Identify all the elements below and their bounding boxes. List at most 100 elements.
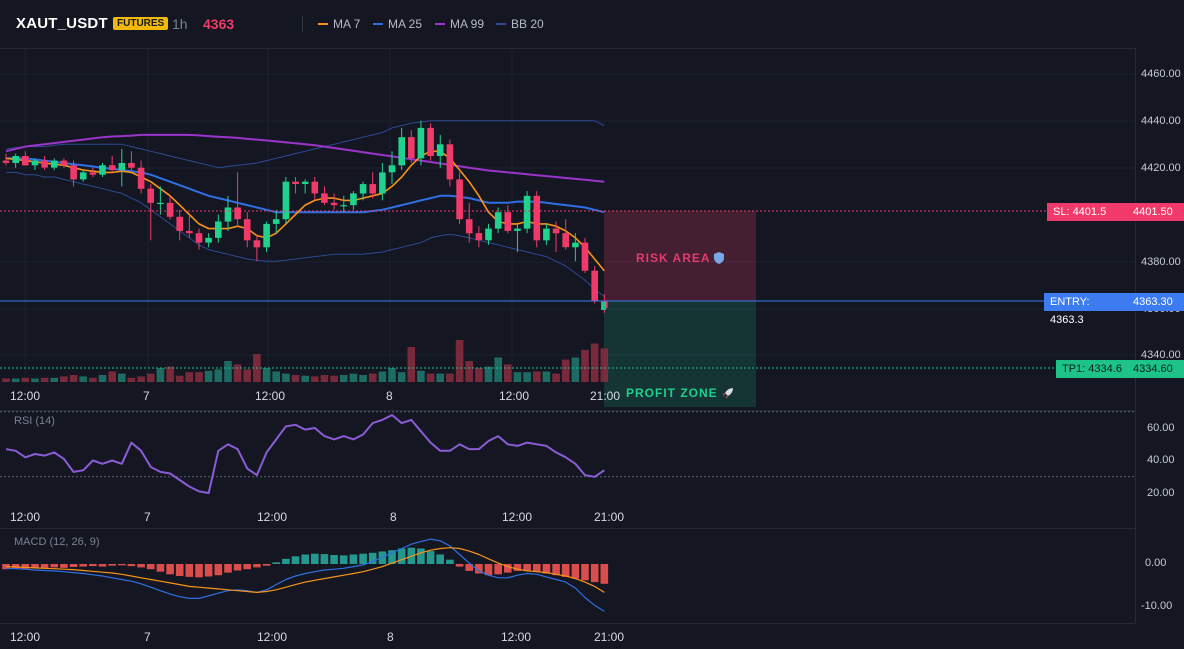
macd-histogram-bar (185, 564, 194, 577)
macd-title[interactable]: MACD (12, 26, 9) (14, 536, 100, 548)
volume-bar (137, 376, 145, 382)
legend-ma99[interactable]: MA 99 (435, 17, 484, 31)
macd-xtick-0: 12:00 (10, 630, 41, 644)
take-profit-tag[interactable]: TP1: 4334.6 (1056, 360, 1129, 378)
stop-loss-tag[interactable]: SL: 4401.5 (1047, 203, 1127, 221)
rsi-tick-20: 20.00 (1147, 487, 1175, 499)
candle (79, 172, 87, 180)
volume-bar (330, 375, 338, 382)
price-tick-4460: 4460.00 (1141, 68, 1181, 80)
macd-histogram-bar (40, 564, 49, 569)
candle (301, 181, 309, 184)
price-axis-separator (1135, 48, 1136, 623)
legend-ma7[interactable]: MA 7 (318, 17, 360, 31)
candle (253, 240, 261, 248)
macd-histogram-bar (349, 554, 358, 564)
macd-histogram-bar (233, 564, 242, 571)
rsi-line (5, 414, 605, 494)
candle (263, 223, 270, 248)
macd-histogram-bar (311, 553, 319, 564)
volume-bar (359, 375, 367, 382)
ma99-swatch (435, 23, 445, 25)
price-tick-4380: 4380.00 (1141, 256, 1181, 268)
candle (51, 160, 58, 168)
volume-bar (21, 377, 30, 382)
current-price-marker (601, 302, 606, 310)
macd-histogram-bar (272, 562, 280, 564)
volume-bar (417, 370, 425, 382)
volume-bar (243, 369, 251, 382)
macd-histogram-bar (542, 564, 551, 574)
macd-histogram-bar (494, 564, 502, 575)
volume-bar (69, 375, 78, 382)
legend-ma25[interactable]: MA 25 (373, 17, 422, 31)
volume-bar (494, 357, 502, 382)
macd-histogram-bar (262, 564, 271, 566)
macd-pane-separator (0, 528, 1135, 529)
candle (224, 207, 232, 222)
timeframe-selector[interactable]: 1h (172, 16, 188, 32)
volume-bar (50, 377, 59, 382)
rsi-title[interactable]: RSI (14) (14, 415, 55, 427)
legend-bb20[interactable]: BB 20 (496, 17, 544, 31)
volume-bar (175, 375, 184, 382)
candle (147, 188, 154, 203)
macd-histogram-bar (79, 564, 87, 567)
macd-histogram-bar (137, 564, 145, 568)
candle (504, 212, 512, 231)
price-xtick-1: 7 (143, 389, 150, 403)
macd-histogram-bar (214, 564, 223, 576)
macd-xtick-1: 7 (144, 630, 151, 644)
macd-xtick-5: 21:00 (594, 630, 625, 644)
volume-bar (542, 371, 551, 382)
macd-histogram-bar (195, 564, 203, 578)
candle (494, 212, 502, 229)
candle (340, 205, 347, 207)
candle (118, 163, 126, 170)
volume-bar (446, 373, 454, 382)
volume-bar (552, 373, 560, 382)
bottom-separator (0, 623, 1135, 624)
symbol-name[interactable]: XAUT_USDT (16, 15, 108, 32)
macd-tick-neg10: -10.00 (1141, 600, 1173, 612)
candle (533, 195, 541, 241)
entry-tag[interactable]: ENTRY: 4363.3 (1044, 293, 1129, 326)
price-xtick-0: 12:00 (10, 389, 41, 403)
rsi-pane-separator (0, 410, 1135, 411)
candle (417, 127, 425, 159)
macd-histogram-bar (146, 564, 155, 570)
volume-bar (484, 366, 493, 382)
ma99-line (5, 133, 605, 183)
rsi-tick-60: 60.00 (1147, 422, 1175, 434)
candle (243, 219, 251, 241)
candle (186, 230, 193, 234)
shield-icon (714, 252, 725, 264)
volume-bar (60, 376, 68, 382)
macd-histogram-bar (455, 564, 464, 567)
volume-bar (146, 373, 155, 382)
macd-histogram-bar (475, 564, 483, 574)
macd-tick-0: 0.00 (1145, 557, 1167, 569)
volume-bar (79, 376, 87, 382)
candle (41, 160, 48, 168)
candle (22, 156, 29, 166)
candle (215, 221, 222, 238)
candle (388, 165, 396, 173)
macd-histogram-bar (339, 555, 348, 564)
macd-histogram-bar (156, 564, 165, 572)
macd-xtick-4: 12:00 (501, 630, 532, 644)
volume-bar (311, 376, 319, 382)
volume-bar (272, 371, 280, 382)
volume-bar (349, 373, 358, 382)
macd-histogram-bar (552, 564, 560, 576)
macd-histogram-bar (436, 554, 444, 564)
candle (311, 181, 319, 194)
bb-upper-line (5, 120, 605, 169)
take-profit-price-tag: 4334.60 (1127, 360, 1184, 378)
legend-ma25-label: MA 25 (388, 17, 423, 31)
volume-bar (590, 343, 599, 382)
macd-histogram-bar (590, 564, 599, 583)
macd-histogram-bar (571, 564, 580, 579)
macd-histogram-bar (533, 564, 541, 572)
